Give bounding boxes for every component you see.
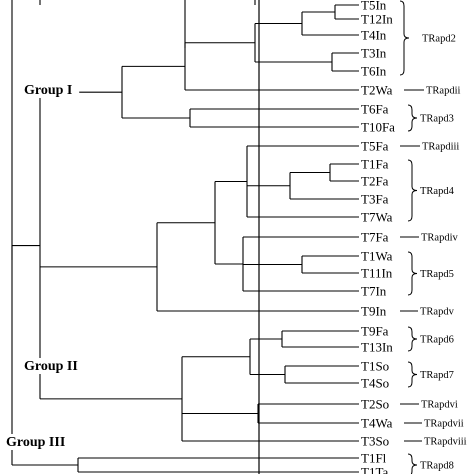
leaf-label: T4So <box>361 376 389 391</box>
dendrogram-branches <box>11 0 359 473</box>
group-label-background <box>22 82 80 98</box>
leaf-label: T7In <box>361 284 387 299</box>
cluster-trapdvi: TRapdvi <box>400 400 458 411</box>
cluster-label: TRapdviii <box>424 437 467 448</box>
cluster-trapd7: TRapd7 <box>407 361 454 388</box>
cluster-trapd4: TRapd4 <box>407 159 455 222</box>
cluster-trapdiii: TRapdiii <box>400 142 459 153</box>
cluster-bracket <box>407 104 418 132</box>
cluster-label: TRapd8 <box>420 461 454 472</box>
leaf-label: T1Wa <box>361 249 393 264</box>
leaf-label: T1Fa <box>361 157 389 172</box>
leaf-label: T2So <box>361 397 389 412</box>
cluster-label: TRapdvii <box>424 419 464 430</box>
cluster-label: TRapdvi <box>421 400 458 411</box>
leaf-label: T9Fa <box>361 324 389 339</box>
cluster-trapdv: TRapdv <box>400 307 455 318</box>
leaf-label: T5Fa <box>361 139 389 154</box>
cluster-trapdiv: TRapdiv <box>400 233 458 244</box>
leaf-label: T6Fa <box>361 102 389 117</box>
cluster-trapd6: TRapd6 <box>407 326 454 352</box>
cluster-bracket <box>407 453 418 474</box>
leaf-label: T1Fl <box>361 451 387 466</box>
cluster-label: TRapd6 <box>420 335 454 346</box>
cluster-trapdviii: TRapdviii <box>404 437 467 448</box>
leaf-label: T3In <box>361 46 387 61</box>
cluster-label: TRapd5 <box>420 269 454 280</box>
cluster-bracket <box>407 361 418 388</box>
cluster-label: TRapd4 <box>420 186 455 197</box>
leaf-label: T2Fa <box>361 174 389 189</box>
group-label: Group III <box>6 435 65 450</box>
group-label: Group II <box>24 359 78 374</box>
group-label: Group I <box>24 83 72 98</box>
cluster-bracket <box>399 0 410 76</box>
cluster-trapd3: TRapd3 <box>407 104 454 132</box>
cluster-label: TRapdiii <box>422 142 459 153</box>
group-labels: Group I Group II Group III <box>4 82 87 450</box>
leaf-label: T13In <box>361 340 393 355</box>
cluster-bracket <box>407 326 418 352</box>
leaf-label: T1Ta <box>361 465 388 474</box>
cluster-trapdii: TRapdii <box>404 86 460 97</box>
leaf-label: T12In <box>361 12 393 27</box>
leaf-label: T2Wa <box>361 83 393 98</box>
cluster-labels: TRapd2 TRapdii TRapd3 TRapdiii TRapd4 TRapdiv… <box>399 0 467 474</box>
leaf-label: T5In <box>361 0 387 13</box>
leaf-label: T7Fa <box>361 230 389 245</box>
cluster-trapd5: TRapd5 <box>407 251 454 296</box>
cluster-label: TRapdii <box>426 86 460 97</box>
cluster-trapdvii: TRapdvii <box>404 419 464 430</box>
cluster-label: TRapd7 <box>420 370 454 381</box>
leaf-label: T3So <box>361 434 389 449</box>
cluster-label: TRapdiv <box>421 233 458 244</box>
leaf-label: T3Fa <box>361 192 389 207</box>
leaf-label: T4Wa <box>361 416 393 431</box>
leaf-label: T6In <box>361 64 387 79</box>
leaf-label: T9In <box>361 304 387 319</box>
leaf-label: T7Wa <box>361 210 393 225</box>
leaf-label: T4In <box>361 28 387 43</box>
cluster-label: TRapd3 <box>420 114 454 125</box>
cluster-trapd2: TRapd2 <box>399 0 456 76</box>
cluster-label: TRapd2 <box>422 34 456 45</box>
leaf-label: T11In <box>361 266 393 281</box>
cluster-trapd8: TRapd8 <box>407 453 454 474</box>
cluster-bracket <box>407 159 418 222</box>
group-label-background <box>4 434 77 450</box>
cluster-label: TRapdv <box>420 307 455 318</box>
cluster-bracket <box>407 251 418 296</box>
group-label-background <box>22 358 87 374</box>
leaf-label: T1So <box>361 359 389 374</box>
leaf-label: T10Fa <box>361 120 395 135</box>
